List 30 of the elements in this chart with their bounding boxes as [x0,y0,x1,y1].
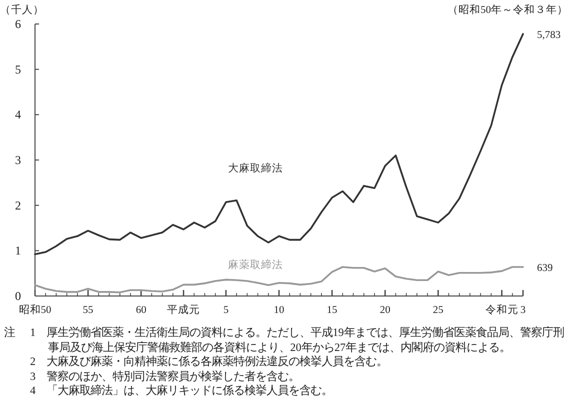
text: 5,783 [537,30,561,41]
x-tick-label: 10 [274,305,284,316]
x-tick-label: 5 [223,305,229,316]
y-tick-label: 0 [15,289,21,303]
y-axis-title: （千人） [0,3,44,16]
y-tick-label: 4 [15,108,21,122]
x-tick-label: 平成元 [167,303,200,316]
text: 639 [537,262,553,274]
x-tick-label: 55 [82,305,94,316]
text: 3 警察のほか、特別司法警察員が検挙した者を含む。 [30,370,301,384]
x-tick-label: 15 [326,305,338,316]
series-label: 麻薬取締法 [228,258,284,271]
line-series [34,33,524,256]
text: 2 大麻及び麻薬・向精神薬に係る各麻薬特例法違反の検挙人員を含む。 [30,355,389,370]
text: 1 厚生労働省医薬・生活衛生局の資料による。ただし、平成19年までは、厚生労働省医薬食品局、警察庁刑事局及び海上保安庁警備救難部の各資料により、20年から27年までは、内閣府の資料による。 [30,326,565,355]
x-tick-label: 昭和50 [18,303,52,316]
y-tick-label: 5 [15,62,21,76]
text: 4 「大麻取締法」は、大麻リキッドに係る検挙人員を含む。 [30,384,334,399]
text: 注 [4,326,16,341]
x-tick-label: 3 [520,305,526,316]
x-tick-label: 令和元 [485,303,518,316]
y-tick-label: 2 [15,198,21,212]
x-tick-label: 60 [136,305,146,316]
y-tick-label: 3 [15,153,21,167]
y-tick-label: 6 [15,17,21,31]
chart-subtitle: （昭和50年～令和３年） [448,3,568,16]
x-tick-label: 20 [380,305,390,316]
x-tick-label: 25 [432,305,444,316]
y-tick-label: 1 [15,244,21,258]
text: 大麻取締法 [228,161,284,174]
